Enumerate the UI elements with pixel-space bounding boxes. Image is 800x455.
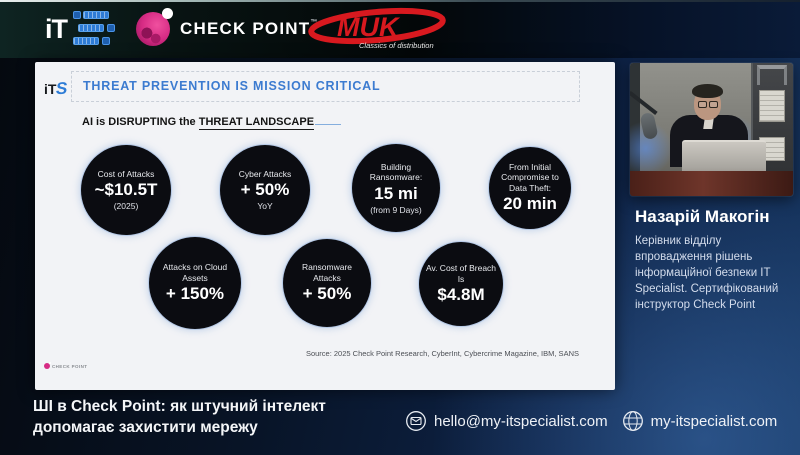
muk-wordmark: MUK bbox=[337, 12, 401, 42]
presenter-bio: Керівник відділу впровадження рішень інф… bbox=[635, 235, 779, 311]
certificate-frame bbox=[759, 90, 785, 122]
muk-tagline: Classics of distribution bbox=[359, 41, 434, 50]
presenter-glasses bbox=[696, 101, 719, 109]
stat-value: + 50% bbox=[302, 284, 352, 303]
title-guide-box bbox=[71, 71, 580, 102]
stat-circle-cyber-attacks: Cyber Attacks + 50% YoY bbox=[220, 145, 310, 235]
stat-value: 15 mi bbox=[374, 183, 418, 203]
email-icon bbox=[406, 411, 426, 431]
contact-website: my-itspecialist.com bbox=[650, 412, 778, 430]
muk-logo: MUK Classics of distribution bbox=[303, 5, 455, 58]
stat-value: ~$10.5T bbox=[94, 180, 158, 200]
subtitle-underline-tail bbox=[315, 114, 342, 125]
stat-sub: (2025) bbox=[113, 201, 139, 212]
camera-tripod bbox=[757, 65, 787, 85]
stat-circle-cloud-assets: Attacks on Cloud Assets + 150% bbox=[149, 237, 241, 329]
source-citation: Source: 2025 Check Point Research, Cyber… bbox=[305, 349, 579, 358]
slide-checkpoint-watermark: CHECK POINT bbox=[44, 362, 87, 369]
check-point-dot-icon bbox=[44, 362, 51, 369]
stat-value: $4.8M bbox=[437, 285, 485, 304]
desk bbox=[630, 171, 793, 196]
contact-email: hello@my-itspecialist.com bbox=[434, 412, 608, 430]
it-logo-pixel-s-icon bbox=[71, 11, 115, 49]
stat-label: Cost of Attacks bbox=[97, 168, 155, 179]
stat-label: Av. Cost of Breach Is bbox=[425, 263, 497, 284]
stat-label: Building Ransomware: bbox=[369, 161, 423, 183]
stat-value: + 50% bbox=[240, 180, 290, 200]
check-point-logo: CHECK POINT™ bbox=[136, 8, 319, 46]
webinar-title-line1: ШІ в Check Point: як штучний інтелект bbox=[33, 398, 326, 415]
stat-circle-cost-of-breach: Av. Cost of Breach Is $4.8M bbox=[419, 242, 503, 326]
presenter-name: Назарій Макогін bbox=[635, 207, 770, 226]
muk-swoosh-icon: MUK Classics of distribution bbox=[308, 7, 446, 50]
stat-value: 20 min bbox=[503, 194, 557, 214]
check-point-wordmark: CHECK POINT™ bbox=[180, 19, 319, 38]
webinar-title: ШІ в Check Point: як штучний інтелект до… bbox=[33, 396, 326, 438]
stat-label: Cyber Attacks bbox=[238, 168, 292, 179]
top-highlight-line bbox=[0, 0, 800, 2]
stat-circle-compromise-to-theft: From Initial Compromise to Data Theft: 2… bbox=[489, 147, 571, 229]
main-area: iTS THREAT PREVENTION IS MISSION CRITICA… bbox=[0, 58, 800, 455]
trademark-symbol: ™ bbox=[310, 19, 319, 26]
stat-label: Ransomware Attacks bbox=[301, 262, 353, 283]
stat-circle-building-ransomware: Building Ransomware: 15 mi (from 9 Days) bbox=[352, 144, 440, 232]
it-specialist-logo: iT bbox=[45, 11, 115, 49]
stat-sub: YoY bbox=[257, 201, 273, 212]
slide-its-logo: iTS bbox=[44, 79, 70, 98]
presenter-video bbox=[630, 63, 793, 196]
stat-label: From Initial Compromise to Data Theft: bbox=[501, 161, 559, 193]
top-bar: iT CHECK POINT™ MUK Classics of distribu… bbox=[0, 0, 800, 58]
webinar-title-line2: допомагає захистити мережу bbox=[33, 419, 258, 436]
stat-sub: (from 9 Days) bbox=[370, 204, 422, 215]
stat-value: + 150% bbox=[165, 284, 225, 303]
stat-circle-ransomware-attacks: Ransomware Attacks + 50% bbox=[283, 239, 371, 327]
contact-info: hello@my-itspecialist.com my-itspecialis… bbox=[405, 410, 777, 432]
slide-title: THREAT PREVENTION IS MISSION CRITICAL bbox=[83, 79, 381, 93]
slide-subtitle: AI is DISRUPTING the THREAT LANDSCAPE bbox=[82, 114, 342, 130]
website-globe-icon bbox=[622, 411, 643, 431]
presentation-slide: iTS THREAT PREVENTION IS MISSION CRITICA… bbox=[35, 62, 615, 390]
presenter-hair bbox=[692, 84, 723, 98]
stat-label: Attacks on Cloud Assets bbox=[162, 262, 228, 283]
stat-circle-cost-of-attacks: Cost of Attacks ~$10.5T (2025) bbox=[81, 145, 171, 235]
it-logo-text: iT bbox=[45, 14, 68, 44]
check-point-ball-icon bbox=[136, 8, 173, 46]
subtitle-underlined-text: THREAT LANDSCAPE bbox=[198, 116, 315, 130]
